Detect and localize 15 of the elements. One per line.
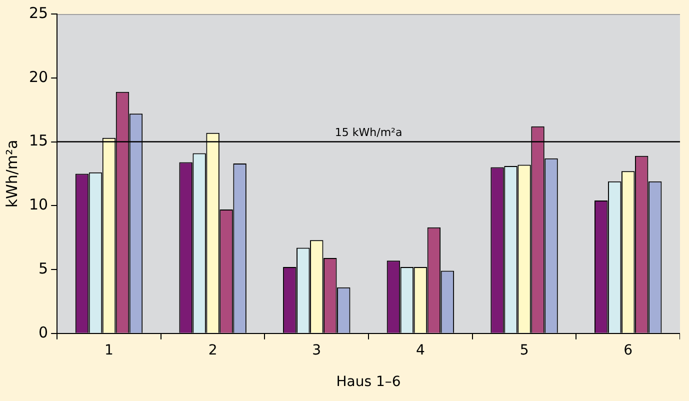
y-tick-label: 20 — [28, 68, 48, 86]
x-tick-label: 5 — [520, 342, 529, 358]
y-tick-label: 0 — [38, 323, 48, 342]
y-tick-label: 15 — [28, 132, 48, 150]
y-tick-label: 25 — [28, 4, 48, 22]
ref-line-label: 15 kWh/m²a — [334, 126, 402, 140]
x-tick-label: 1 — [104, 342, 114, 358]
x-tick-label: 2 — [208, 342, 218, 358]
x-tick-label: 4 — [416, 342, 425, 358]
x-tick-label: 3 — [312, 342, 322, 358]
x-tick-label: 6 — [624, 342, 633, 358]
y-axis-title: kWh/m²a — [2, 140, 21, 208]
y-tick-label: 5 — [38, 259, 48, 278]
y-tick-label: 10 — [28, 196, 48, 214]
x-axis-title: Haus 1–6 — [336, 374, 401, 390]
